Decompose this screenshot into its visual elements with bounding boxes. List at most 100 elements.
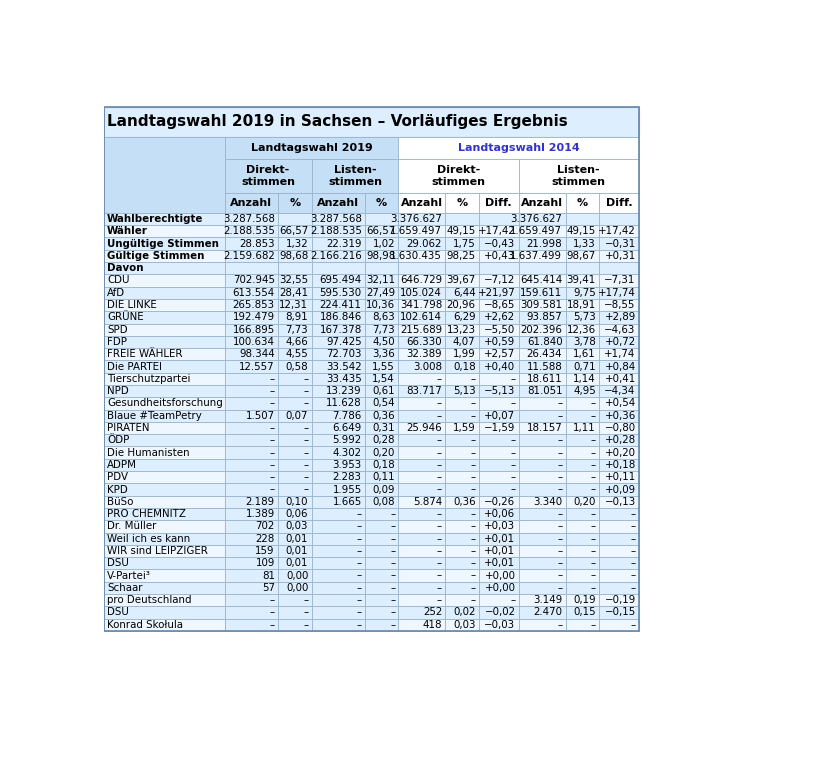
Text: 202.396: 202.396: [520, 325, 563, 335]
Text: +0,41: +0,41: [604, 374, 636, 384]
Text: 1,32: 1,32: [286, 238, 308, 249]
Text: 18,91: 18,91: [567, 300, 596, 310]
Text: +0,18: +0,18: [604, 460, 636, 470]
Bar: [446, 250, 479, 262]
Bar: [446, 422, 479, 434]
Bar: [519, 336, 565, 348]
Text: 81.051: 81.051: [527, 386, 563, 397]
Bar: [479, 213, 519, 225]
Text: –: –: [437, 460, 442, 470]
Text: +0,03: +0,03: [485, 521, 515, 531]
Text: –: –: [303, 423, 308, 433]
Bar: [398, 287, 446, 299]
Bar: [104, 471, 225, 484]
Bar: [104, 397, 225, 410]
Text: –: –: [357, 595, 362, 605]
Bar: [398, 619, 446, 631]
Bar: [365, 533, 398, 545]
Text: 192.479: 192.479: [232, 312, 275, 323]
Text: 2.283: 2.283: [333, 472, 362, 482]
Text: 8,63: 8,63: [373, 312, 395, 323]
Bar: [278, 434, 311, 446]
Bar: [311, 160, 398, 193]
Bar: [225, 459, 278, 471]
Bar: [225, 323, 278, 336]
Bar: [311, 422, 365, 434]
Text: 25.946: 25.946: [407, 423, 442, 433]
Text: 3.287.568: 3.287.568: [310, 214, 362, 224]
Bar: [104, 410, 225, 422]
Text: –: –: [303, 460, 308, 470]
Bar: [565, 348, 599, 361]
Bar: [398, 238, 446, 250]
Bar: [479, 193, 519, 213]
Text: –: –: [557, 411, 563, 421]
Bar: [365, 582, 398, 594]
Bar: [519, 582, 565, 594]
Text: 1.659.497: 1.659.497: [510, 226, 563, 236]
Bar: [398, 361, 446, 372]
Text: –: –: [437, 595, 442, 605]
Bar: [225, 136, 398, 160]
Bar: [398, 336, 446, 348]
Text: –: –: [631, 546, 636, 556]
Bar: [278, 299, 311, 312]
Bar: [599, 533, 639, 545]
Bar: [565, 225, 599, 238]
Bar: [365, 262, 398, 274]
Bar: [311, 323, 365, 336]
Bar: [519, 213, 565, 225]
Text: Davon: Davon: [107, 263, 144, 273]
Bar: [225, 299, 278, 312]
Bar: [479, 348, 519, 361]
Bar: [565, 250, 599, 262]
Text: NPD: NPD: [107, 386, 129, 397]
Text: 4,55: 4,55: [286, 349, 308, 359]
Bar: [365, 422, 398, 434]
Text: –: –: [437, 559, 442, 569]
Text: –: –: [510, 485, 515, 495]
Bar: [311, 582, 365, 594]
Bar: [479, 312, 519, 323]
Bar: [519, 238, 565, 250]
Bar: [104, 336, 225, 348]
Bar: [278, 508, 311, 520]
Text: Dr. Müller: Dr. Müller: [107, 521, 156, 531]
Bar: [519, 422, 565, 434]
Text: +21,97: +21,97: [478, 287, 515, 298]
Text: 1,33: 1,33: [573, 238, 596, 249]
Text: +0,06: +0,06: [485, 509, 515, 519]
Text: 0,00: 0,00: [286, 570, 308, 580]
Bar: [519, 225, 565, 238]
Bar: [519, 372, 565, 385]
Bar: [278, 250, 311, 262]
Text: –: –: [557, 546, 563, 556]
Bar: [104, 422, 225, 434]
Text: –: –: [357, 620, 362, 629]
Bar: [365, 508, 398, 520]
Text: 1,99: 1,99: [453, 349, 476, 359]
Bar: [565, 569, 599, 582]
Bar: [599, 446, 639, 459]
Bar: [565, 606, 599, 619]
Bar: [311, 312, 365, 323]
Bar: [599, 385, 639, 397]
Bar: [104, 107, 639, 136]
Text: BüSo: BüSo: [107, 497, 134, 507]
Text: 97.425: 97.425: [326, 337, 362, 347]
Bar: [104, 238, 225, 250]
Text: –: –: [437, 509, 442, 519]
Text: 6,44: 6,44: [453, 287, 476, 298]
Bar: [365, 336, 398, 348]
Bar: [565, 619, 599, 631]
Bar: [225, 225, 278, 238]
Bar: [225, 446, 278, 459]
Bar: [519, 262, 565, 274]
Text: –: –: [631, 570, 636, 580]
Bar: [104, 213, 225, 225]
Bar: [599, 262, 639, 274]
Bar: [365, 569, 398, 582]
Text: 32.389: 32.389: [407, 349, 442, 359]
Bar: [565, 410, 599, 422]
Text: 27,49: 27,49: [366, 287, 395, 298]
